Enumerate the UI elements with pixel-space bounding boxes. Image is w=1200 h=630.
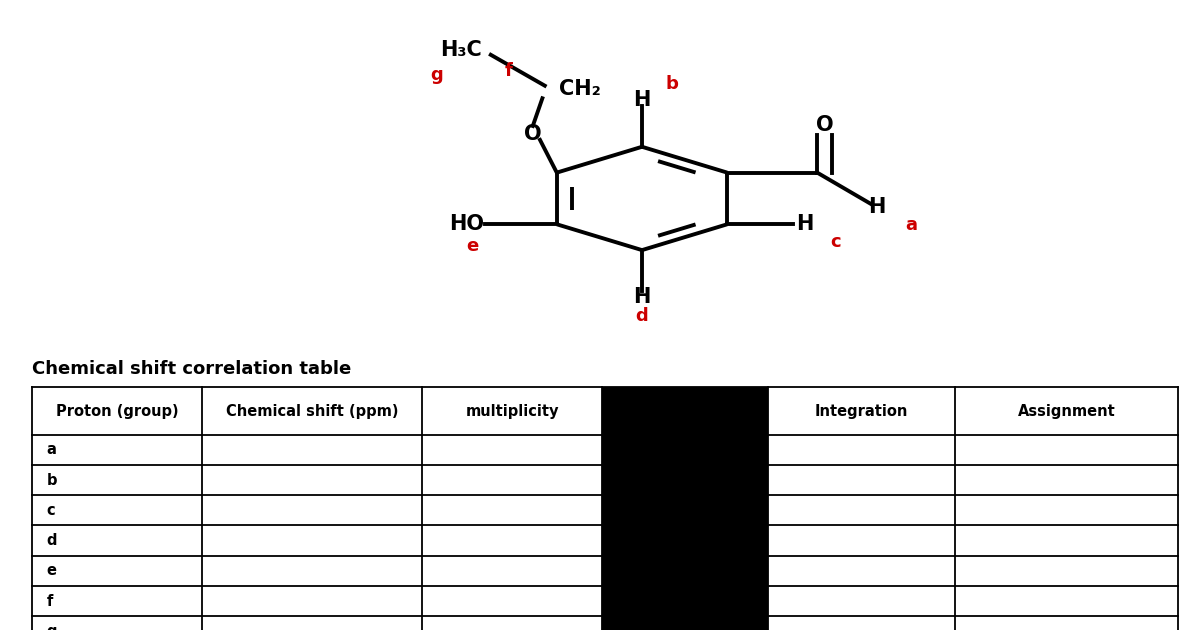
Text: HO: HO [449, 214, 485, 234]
Text: a: a [47, 442, 56, 457]
Text: multiplicity: multiplicity [466, 404, 559, 418]
Text: CH₂: CH₂ [559, 79, 601, 99]
Text: d: d [636, 307, 648, 325]
Text: H: H [634, 287, 650, 307]
Text: e: e [47, 563, 56, 578]
Text: e: e [467, 238, 479, 255]
Text: Chemical shift correlation table: Chemical shift correlation table [32, 360, 352, 377]
Text: g: g [431, 66, 443, 84]
Text: c: c [47, 503, 55, 518]
Text: f: f [47, 593, 53, 609]
Text: b: b [47, 472, 58, 488]
Text: d: d [47, 533, 58, 548]
Text: Proton (group): Proton (group) [56, 404, 179, 418]
Text: H: H [797, 214, 814, 234]
Text: H: H [869, 197, 886, 217]
Text: Integration: Integration [815, 404, 908, 418]
Text: H₃C: H₃C [440, 40, 481, 60]
Text: O: O [816, 115, 833, 135]
Text: b: b [666, 75, 678, 93]
Text: a: a [905, 216, 917, 234]
Text: Chemical shift (ppm): Chemical shift (ppm) [226, 404, 398, 418]
Text: c: c [830, 233, 840, 251]
Text: Assignment: Assignment [1018, 404, 1116, 418]
Text: O: O [524, 123, 541, 144]
Text: H: H [634, 89, 650, 110]
Text: f: f [505, 62, 512, 79]
Text: g: g [47, 624, 58, 630]
Bar [602, 387, 768, 630]
